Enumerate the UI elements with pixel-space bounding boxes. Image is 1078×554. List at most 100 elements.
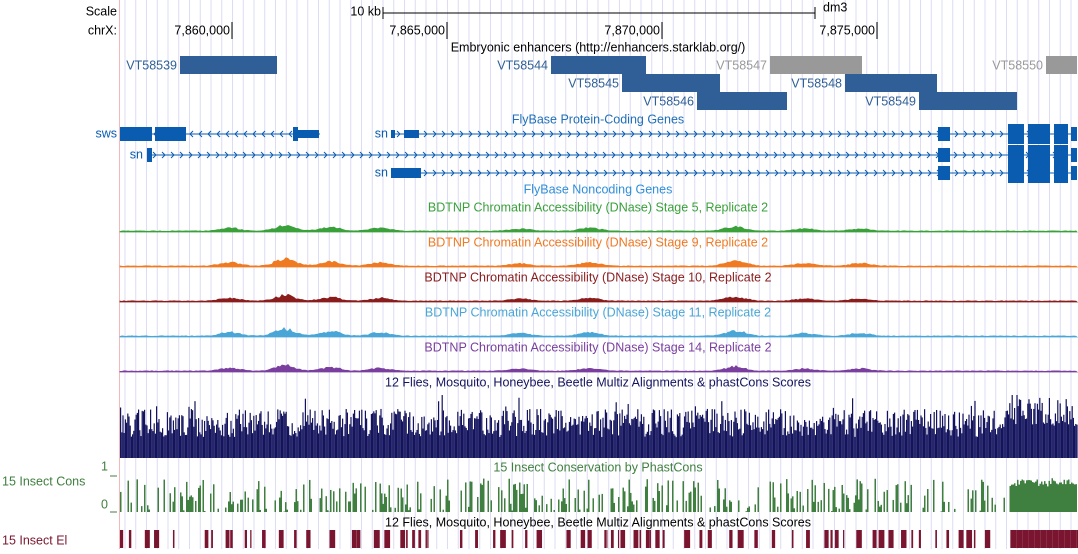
track-title[interactable]: BDTNP Chromatin Accessibility (DNase) St… [428, 200, 768, 214]
side-label[interactable]: 15 Insect Cons [2, 474, 85, 488]
track-title[interactable]: BDTNP Chromatin Accessibility (DNase) St… [425, 305, 771, 319]
signal-bar [914, 410, 915, 458]
signal-bar [702, 415, 703, 458]
signal-bar [959, 413, 960, 458]
enhancer[interactable] [622, 74, 720, 92]
signal-bar [553, 433, 554, 458]
signal-bar [790, 416, 791, 458]
signal-bar [846, 495, 848, 512]
enhancer[interactable] [845, 74, 937, 92]
signal-bar [194, 401, 195, 458]
exon [391, 130, 395, 138]
signal-bar [778, 418, 779, 458]
signal-bar [1008, 414, 1009, 458]
signal-bar [443, 410, 444, 458]
element [211, 530, 213, 548]
gene-label[interactable]: sn [375, 165, 388, 179]
signal-bar [149, 429, 150, 458]
enhancer[interactable] [551, 56, 646, 74]
signal-bar [672, 481, 674, 512]
signal-bar [584, 418, 585, 458]
element [357, 530, 360, 548]
signal-bar [257, 489, 259, 512]
signal-bar [204, 511, 206, 512]
signal-bar [214, 426, 215, 458]
signal-bar [995, 429, 996, 458]
enhancer[interactable] [1046, 56, 1077, 74]
signal-bar [942, 482, 944, 512]
signal-bar [792, 496, 794, 512]
gene-label[interactable]: sn [375, 126, 388, 140]
signal-bar [769, 424, 770, 458]
track-title[interactable]: 15 Insect Conservation by PhastCons [493, 460, 702, 474]
signal-bar [574, 419, 575, 458]
track-title[interactable]: FlyBase Noncoding Genes [524, 182, 673, 196]
signal-bar [322, 410, 323, 458]
signal-bar [521, 494, 523, 512]
signal-bar [1025, 483, 1027, 512]
signal-bar [174, 487, 176, 512]
signal-bar [800, 425, 801, 458]
gene-label[interactable]: sws [95, 126, 117, 140]
signal-bar [879, 507, 881, 512]
enhancer[interactable] [919, 92, 1017, 110]
signal-bar [882, 433, 883, 458]
signal-bar [223, 436, 224, 458]
signal-bar [888, 427, 889, 458]
element [646, 530, 649, 548]
signal-bar [561, 501, 563, 512]
signal-bar [1044, 424, 1045, 458]
signal-bar [738, 500, 740, 512]
signal-bar [852, 398, 853, 458]
signal-bar [1044, 481, 1046, 512]
signal-bar [353, 483, 355, 512]
signal-bar [850, 417, 851, 458]
signal-bar [482, 485, 484, 512]
signal-bar [269, 432, 270, 458]
track-title[interactable]: Embryonic enhancers (http://enhancers.st… [451, 40, 746, 54]
signal-bar [833, 408, 834, 458]
track-title[interactable]: FlyBase Protein-Coding Genes [512, 112, 684, 126]
signal-bar [346, 409, 347, 458]
enhancer[interactable] [697, 92, 787, 110]
signal-bar [128, 416, 129, 458]
element [1022, 530, 1028, 548]
signal-bar [988, 416, 989, 458]
signal-bar [386, 497, 388, 512]
signal-bar [137, 479, 139, 512]
side-label[interactable]: 15 Insect El [2, 533, 67, 547]
signal-bar [604, 428, 605, 458]
signal-bar [674, 436, 675, 458]
enhancer[interactable] [770, 56, 862, 74]
signal-bar [733, 422, 734, 458]
signal-bar [791, 427, 792, 458]
gene-label[interactable]: sn [130, 147, 143, 161]
track-title[interactable]: 12 Flies, Mosquito, Honeybee, Beetle Mul… [385, 515, 811, 529]
signal-bar [698, 483, 700, 512]
signal-bar [632, 419, 633, 458]
signal-bar [817, 426, 818, 458]
signal-bar [362, 428, 363, 458]
signal-bar [382, 418, 383, 458]
signal-bar [433, 417, 434, 458]
signal-bar [274, 428, 275, 458]
track-title[interactable]: BDTNP Chromatin Accessibility (DNase) St… [424, 270, 771, 284]
signal-bar [1043, 484, 1045, 512]
track-title[interactable]: 12 Flies, Mosquito, Honeybee, Beetle Mul… [385, 375, 811, 389]
signal-bar [794, 508, 796, 512]
signal-bar [178, 418, 179, 458]
signal-bar [296, 437, 297, 458]
signal-bar [713, 431, 714, 458]
signal-bar [1055, 413, 1056, 458]
element [655, 530, 659, 548]
signal-bar [284, 414, 285, 458]
signal-bar [402, 421, 403, 458]
signal-bar [1060, 403, 1061, 458]
signal-bar [938, 428, 939, 458]
signal-bar [375, 482, 377, 512]
enhancer[interactable] [180, 56, 277, 74]
signal-bar [278, 419, 279, 458]
track-title[interactable]: BDTNP Chromatin Accessibility (DNase) St… [424, 340, 771, 354]
track-title[interactable]: BDTNP Chromatin Accessibility (DNase) St… [428, 235, 768, 249]
